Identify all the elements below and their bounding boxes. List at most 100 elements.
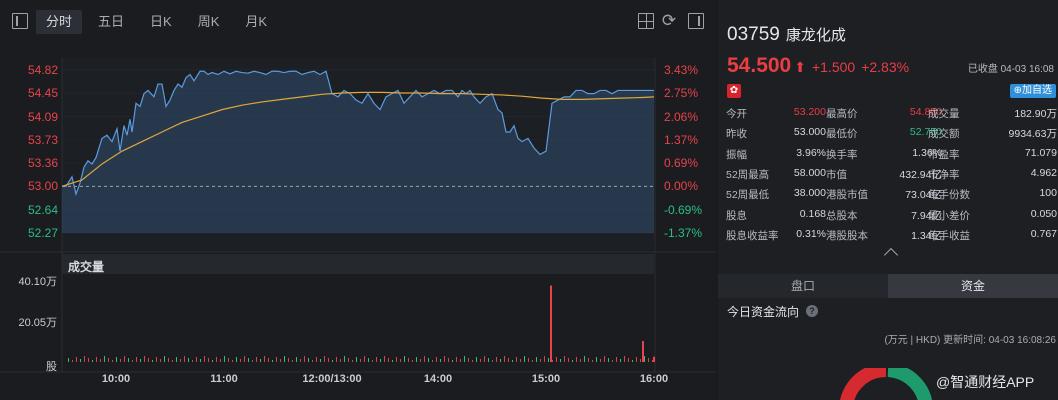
period-tab-4[interactable]: 月K [245,14,268,29]
period-tab-2[interactable]: 日K [150,14,172,29]
stat-label: 最高价 [826,108,858,120]
volume-bar-small [604,356,605,362]
volume-bar-small [452,360,453,362]
stat-value: 0.767 [1030,227,1057,240]
quote-tab-0[interactable]: 盘口 [718,274,888,298]
volume-bar-small [88,358,89,362]
volume-bar-small [324,356,325,362]
capital-flow-update-time: (万元 | HKD) 更新时间: 04-03 16:08:26 [884,335,1056,346]
volume-bar-small [600,359,601,362]
volume-bar-small [456,357,457,362]
layout-grid-icon[interactable] [638,13,654,29]
price-tick-label: 53.73 [27,132,58,147]
volume-bar-small [576,357,577,362]
volume-bar-small [464,356,465,362]
stats-row: 52周最高 58.000 市值 432.94亿 市净率 4.962 [726,167,1058,187]
volume-bar-small [460,359,461,362]
volume-bar-small [588,358,589,362]
volume-header-bg [62,254,654,274]
stat-value: 7.94亿 [911,209,942,222]
volume-bar-small [484,356,485,362]
percent-tick-label: -1.37% [664,226,703,240]
volume-bar-small [492,360,493,362]
stat-label: 52周最低 [726,189,770,202]
volume-bar-small [300,359,301,362]
volume-bar-small [228,358,229,362]
volume-bar-small [412,360,413,362]
volume-bar-small [268,358,269,362]
price-row: 54.500 ⬆ +1.500 +2.83% [727,54,909,78]
price-tick-label: 52.64 [27,202,58,217]
stat-value: 4.962 [1030,166,1057,179]
time-tick-label: 15:00 [531,373,561,385]
volume-bar-small [284,356,285,362]
time-tick-label: 14:00 [423,373,453,385]
volume-bar-small [80,359,81,362]
volume-bar-small [488,358,489,362]
volume-bar-small [344,356,345,362]
stat-label: 成交量 [928,108,960,120]
volume-bar-small [652,360,653,362]
stat-label: 市值 [826,168,847,181]
period-tab-3[interactable]: 周K [197,14,220,29]
volume-bar-small [356,357,357,362]
price-line [62,70,654,197]
volume-bar-small [476,357,477,362]
volume-bar-small [392,360,393,362]
stat-value: 58.000 [793,166,826,179]
volume-bar-small [580,359,581,362]
volume-bar-small [376,357,377,362]
stat-value: 100 [1039,187,1057,200]
volume-bar-small [188,358,189,362]
volume-bar-small [76,357,77,362]
volume-bar-small [480,359,481,362]
stat-value: 52.750 [909,126,942,139]
stat-label: 每手收益 [928,229,970,242]
info-icon[interactable]: ? [806,305,818,317]
donut-outflow-arc [887,368,932,400]
stat-label: 今开 [726,108,747,120]
volume-bar-small [176,357,177,362]
toggle-right-panel-icon[interactable] [688,13,704,29]
toggle-left-panel-icon[interactable] [12,13,28,29]
intraday-chart[interactable] [0,0,716,400]
volume-bar-small [92,360,93,362]
period-tab-1[interactable]: 五日 [98,14,125,29]
volume-bar-small [608,358,609,362]
capital-flow-title: 今日资金流向 [727,305,800,319]
stat-value: 53.200 [793,106,826,118]
volume-bar-small [276,357,277,362]
chart-toolbar: 分时 五日 日K 周K 月K ⟳ [0,0,716,42]
refresh-icon[interactable]: ⟳ [661,11,677,30]
add-watchlist-button[interactable]: ⊕加自选 [1009,84,1056,98]
volume-bar-small [336,357,337,362]
capital-flow-donut [840,368,932,400]
volume-bar-small [264,356,265,362]
volume-bar-small [512,360,513,362]
collapse-chevron-icon[interactable] [883,247,899,263]
stat-label: 最低价 [826,128,858,141]
volume-bar-small [564,356,565,362]
volume-bar-small [180,359,181,362]
volume-bar-small [168,358,169,362]
volume-bar-small [72,360,73,362]
price-tick-label: 52.27 [27,226,58,240]
hong-kong-flag-icon: ✿ [727,84,741,98]
price-tick-label: 53.00 [27,179,58,194]
stat-label: 最小差价 [928,209,970,222]
volume-bar-small [96,357,97,362]
last-price: 54.500 [727,54,792,77]
period-tab-0[interactable]: 分时 [36,10,83,34]
volume-bar-small [312,360,313,362]
percent-tick-label: 0.69% [664,156,699,171]
volume-bar-small [100,359,101,362]
stat-label: 市净率 [928,168,960,181]
market-status: 已收盘 04-03 16:08 [967,64,1054,75]
period-tabs: 分时 五日 日K 周K 月K [36,10,283,34]
price-tick-label: 54.82 [27,63,58,77]
volume-bar-small [140,359,141,362]
volume-bar-small [172,360,173,362]
volume-bar-small [616,357,617,362]
volume-bar-small [408,358,409,362]
quote-tab-1[interactable]: 资金 [888,274,1058,298]
